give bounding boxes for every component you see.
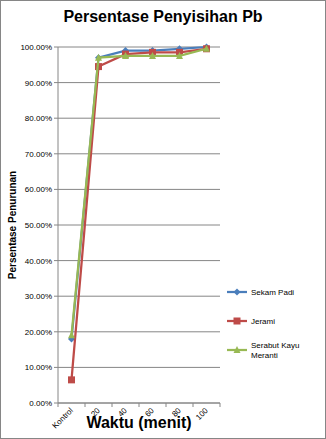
chart-frame — [1, 1, 326, 439]
y-tick — [54, 189, 58, 190]
x-tick — [139, 403, 140, 407]
x-tick — [193, 403, 194, 407]
y-tick — [54, 403, 58, 404]
legend-label: Sekam Padi — [251, 288, 294, 297]
series-line — [72, 47, 207, 339]
x-tick-label: 100 — [194, 406, 210, 422]
y-tick-label: 30.00% — [25, 292, 52, 301]
x-tick — [112, 403, 113, 407]
y-tick — [54, 82, 58, 83]
title: Persentase Penyisihan Pb — [63, 8, 262, 25]
y-tick-label: 10.00% — [25, 363, 52, 372]
marker — [203, 45, 210, 52]
y-tick-label: 100.00% — [20, 43, 52, 52]
y-tick-label: 60.00% — [25, 185, 52, 194]
grid-line — [58, 118, 220, 119]
marker — [68, 331, 75, 338]
plot-area — [68, 44, 210, 384]
y-tick-label: 80.00% — [25, 114, 52, 123]
marker — [122, 52, 129, 59]
y-tick-label: 90.00% — [25, 79, 52, 88]
y-tick-label: 0.00% — [29, 399, 52, 408]
y-tick-label: 40.00% — [25, 257, 52, 266]
grid-line — [58, 367, 220, 368]
x-axis-label: Waktu (menit) — [86, 414, 191, 431]
x-tick — [166, 403, 167, 407]
y-tick — [54, 153, 58, 154]
y-tick-label: 70.00% — [25, 150, 52, 159]
y-tick-label: 50.00% — [25, 221, 52, 230]
series-line — [72, 49, 207, 336]
grid-line — [58, 331, 220, 332]
marker — [234, 346, 241, 353]
grid-line — [58, 296, 220, 297]
grid-line — [58, 153, 220, 154]
y-tick — [54, 331, 58, 332]
marker — [149, 52, 156, 59]
marker — [234, 318, 241, 325]
x-tick — [58, 403, 59, 407]
y-axis — [58, 47, 59, 403]
marker — [95, 54, 102, 61]
x-tick — [85, 403, 86, 407]
marker — [176, 52, 183, 59]
marker — [68, 376, 75, 383]
marker — [234, 289, 241, 296]
legend-label: Serabut KayuMeranti — [251, 341, 299, 360]
x-tick — [220, 403, 221, 407]
y-tick — [54, 118, 58, 119]
series-line — [72, 49, 207, 380]
y-tick — [54, 296, 58, 297]
y-tick — [54, 47, 58, 48]
y-tick — [54, 225, 58, 226]
grid-line — [58, 82, 220, 83]
y-tick — [54, 260, 58, 261]
legend-label: Jerami — [251, 317, 275, 326]
y-axis-label: Persentase Penurunan — [7, 171, 18, 279]
y-tick-label: 20.00% — [25, 328, 52, 337]
x-tick-label: Kontrol — [51, 406, 75, 430]
y-tick — [54, 367, 58, 368]
grid-line — [58, 189, 220, 190]
